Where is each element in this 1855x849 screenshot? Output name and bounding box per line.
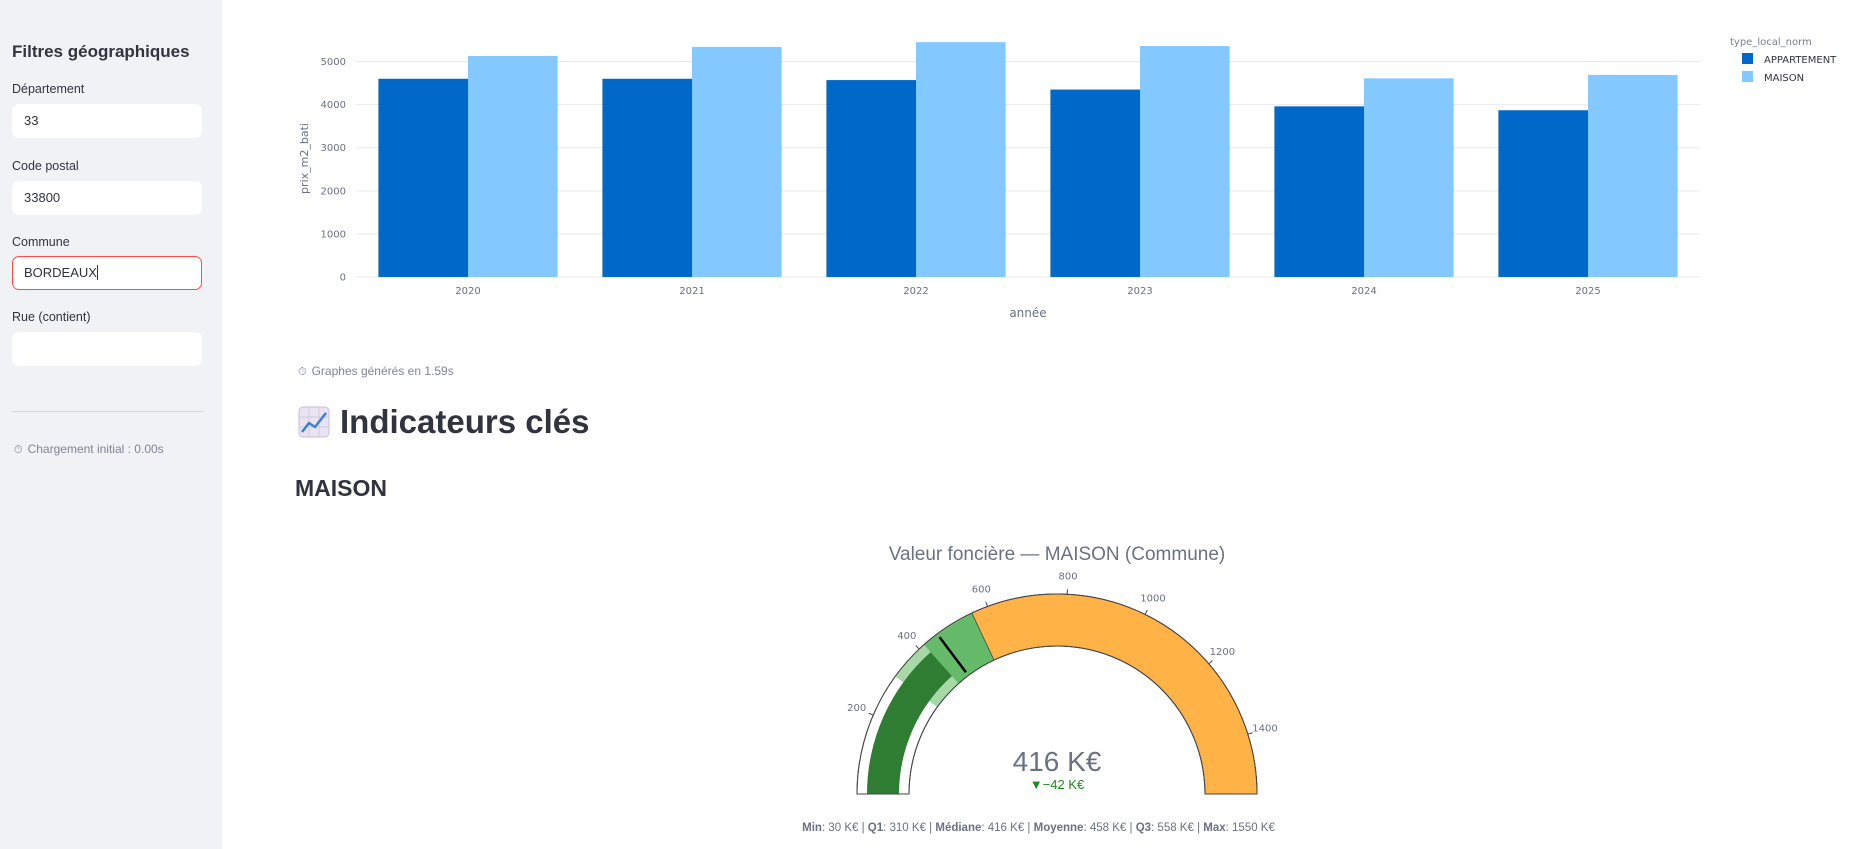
bar-chart: 0 1000 2000 3000 4000 5000 2020 2021 2022 2023 202… (298, 37, 1837, 320)
stat-label: Min (802, 822, 822, 834)
stopwatch-icon: ⏱ (298, 366, 307, 378)
chart-increasing-icon (298, 406, 330, 438)
sidebar-title: Filtres géographiques (12, 42, 190, 61)
gauge-tick-label: 200 (847, 703, 866, 714)
departement-label: Département (12, 82, 85, 96)
stats-summary: Min: 30 K€ | Q1: 310 K€ | Médiane: 416 K… (222, 822, 1855, 834)
gauge-tick-label: 800 (1058, 571, 1077, 582)
gauge-tick-mark (1208, 660, 1213, 665)
stat-label: Q1 (867, 822, 884, 834)
main-content: 0 1000 2000 3000 4000 5000 2020 2021 2022 2023 202… (222, 0, 1855, 849)
stat-value: : 310 K€ (883, 822, 926, 834)
bar-maison-2020 (468, 55, 558, 278)
gauge-tick-mark (985, 601, 989, 607)
text-caret (96, 265, 98, 280)
stats-separator: | (1024, 822, 1034, 834)
commune-label: Commune (12, 235, 70, 249)
stat-value: : 416 K€ (981, 822, 1025, 834)
code-postal-label: Code postal (12, 159, 79, 173)
gauge-tick-mark (915, 645, 920, 650)
legend-label-maison: MAISON (1764, 73, 1804, 84)
gauge-tick-label: 1200 (1210, 647, 1235, 658)
load-timing: ⏱ Chargement initial : 0.00s (14, 442, 164, 457)
stat-value: : 1550 K€ (1225, 822, 1275, 834)
x-tick-label: 2024 (1351, 286, 1376, 297)
gauge-delta-label: ▼−42 K€ (1030, 777, 1085, 792)
gauge-tick-mark (868, 712, 874, 716)
bar-maison-2022 (916, 42, 1006, 278)
y-tick-label: 0 (340, 273, 346, 284)
stat-label: Q3 (1135, 822, 1152, 834)
x-axis-title: année (1009, 306, 1046, 320)
legend-swatch-appartement (1742, 53, 1753, 64)
gauge-tick-mark (1144, 609, 1148, 615)
gauge-tick-label: 1400 (1252, 724, 1277, 735)
sidebar-divider (12, 411, 203, 412)
y-tick-label: 3000 (321, 143, 346, 154)
graph-timing-text: Graphes générés en 1.59s (311, 364, 454, 378)
gauge-value-bar (867, 652, 952, 794)
bar-appartement-2023 (1050, 89, 1140, 278)
bar-appartement-2022 (826, 80, 916, 277)
stat-value: : 458 K€ (1083, 822, 1127, 834)
load-timing-text: Chargement initial : 0.00s (27, 442, 164, 456)
bar-maison-2024 (1364, 78, 1454, 277)
code-postal-input[interactable]: 33800 (12, 181, 202, 215)
bar-appartement-2021 (602, 78, 692, 277)
stat-label: Médiane (935, 822, 982, 834)
stat-value: : 558 K€ (1151, 822, 1194, 834)
x-tick-label: 2023 (1127, 286, 1152, 297)
bar-maison-2023 (1140, 46, 1230, 277)
bar-maison-2021 (692, 46, 782, 277)
y-tick-label: 2000 (321, 186, 346, 197)
gauge-outline (856, 593, 1258, 795)
sidebar: Filtres géographiques Département 33 Cod… (0, 0, 222, 849)
y-tick-label: 1000 (321, 229, 346, 240)
bar-appartement-2025 (1498, 110, 1588, 277)
type-heading: MAISON (295, 475, 387, 501)
stats-separator: | (858, 822, 868, 834)
gauge-tick-mark (1247, 732, 1253, 735)
stat-label: Max (1203, 822, 1226, 834)
y-axis-title: prix_m2_bati (298, 123, 311, 194)
y-tick-label: 5000 (321, 57, 346, 68)
stopwatch-icon: ⏱ (14, 444, 23, 456)
x-tick-label: 2022 (903, 286, 928, 297)
stats-separator: | (1193, 822, 1204, 834)
stat-value: : 30 K€ (821, 822, 859, 834)
gauge-chart: Valeur foncière — MAISON (Commune) 200 400… (847, 544, 1278, 795)
legend-label-appartement: APPARTEMENT (1764, 55, 1837, 66)
gauge-band (923, 613, 994, 684)
stats-separator: | (1126, 822, 1136, 834)
commune-input-value: BORDEAUX (24, 265, 97, 280)
legend-title: type_local_norm (1730, 37, 1812, 48)
departement-input[interactable]: 33 (12, 104, 202, 138)
stat-label: Moyenne (1033, 822, 1084, 834)
gauge-title: Valeur foncière — MAISON (Commune) (889, 544, 1225, 565)
graph-timing: ⏱ Graphes générés en 1.59s (298, 364, 454, 379)
x-tick-label: 2020 (455, 286, 480, 297)
commune-input[interactable]: BORDEAUX (12, 256, 202, 290)
indicators-heading: Indicateurs clés (298, 403, 589, 441)
rue-input[interactable] (12, 332, 202, 366)
bar-maison-2025 (1588, 74, 1678, 278)
gauge-tick-label: 400 (897, 631, 916, 642)
gauge-tick-label: 600 (972, 585, 991, 596)
bar-appartement-2020 (378, 78, 468, 277)
gauge-tick-label: 1000 (1140, 593, 1165, 604)
y-tick-label: 4000 (321, 100, 346, 111)
x-tick-label: 2025 (1575, 286, 1600, 297)
rue-label: Rue (contient) (12, 310, 91, 324)
indicators-heading-text: Indicateurs clés (340, 403, 590, 440)
gauge-value-label: 416 K€ (1013, 746, 1102, 777)
legend-swatch-maison (1742, 71, 1753, 82)
stats-separator: | (925, 822, 936, 834)
x-tick-label: 2021 (679, 286, 704, 297)
gauge-threshold (938, 636, 967, 674)
bar-appartement-2024 (1274, 106, 1364, 277)
